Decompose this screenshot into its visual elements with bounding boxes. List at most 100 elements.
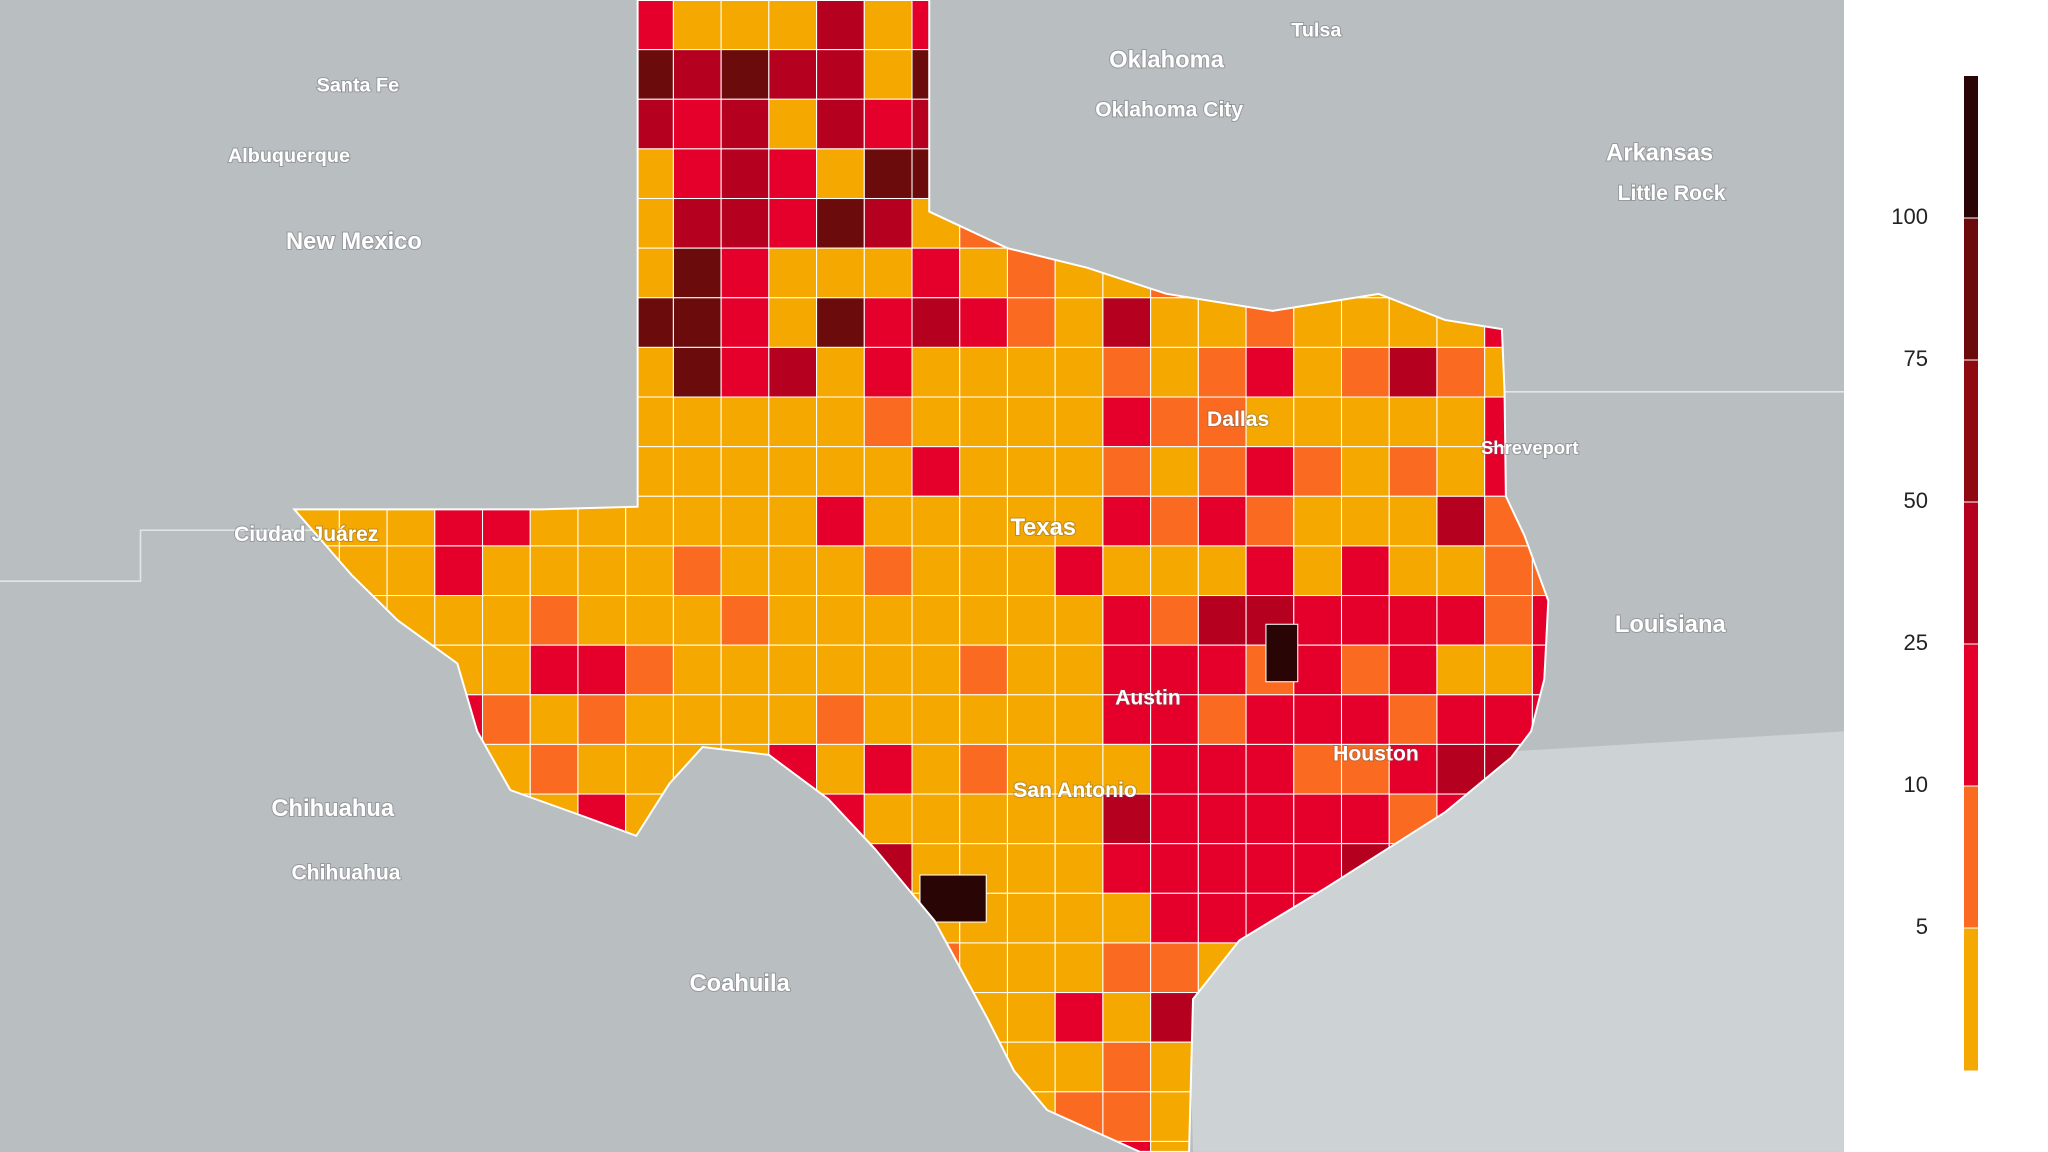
county [1102,843,1152,894]
county [768,148,818,200]
county [1006,892,1056,944]
county [1245,346,1295,398]
county [625,644,674,696]
county [1006,297,1056,348]
county [816,148,865,200]
county [816,396,865,448]
county [672,694,722,745]
county [1054,346,1104,398]
county [768,545,818,597]
place-label: Arkansas [1606,139,1713,166]
county [863,297,913,348]
county [625,545,674,597]
county [481,694,531,745]
county [720,197,770,249]
county [672,495,722,547]
county [720,0,770,51]
county [529,743,579,795]
county [959,396,1008,448]
county [863,743,913,795]
county [816,743,865,795]
county [1150,346,1199,398]
county [1340,545,1390,597]
county [1484,545,1533,597]
county [1293,743,1343,795]
county [768,247,818,299]
county [1054,694,1104,745]
county [529,595,579,646]
place-label: Coahuila [690,970,791,997]
county [911,595,961,646]
county [1006,743,1056,795]
county [768,694,818,745]
legend-swatch [1964,644,1978,787]
county [1102,1041,1152,1093]
legend-tick-label: 5 [1916,914,1928,939]
legend-tick-label: 75 [1904,346,1928,371]
county [672,595,722,646]
county [863,346,913,398]
county [577,694,627,745]
county [1293,545,1343,597]
county [1245,495,1295,547]
county [911,297,961,348]
county [863,644,913,696]
county [959,644,1008,696]
county [1054,743,1104,795]
county [434,545,484,597]
county [1150,644,1199,696]
county [1006,843,1056,894]
county [863,694,913,745]
county [768,98,818,150]
county [959,694,1008,745]
county [911,644,961,696]
county [1340,644,1390,696]
county [1150,446,1199,497]
county [1436,644,1486,696]
county [1054,843,1104,894]
county [911,396,961,448]
county [1006,793,1056,845]
county [1436,396,1486,448]
county [816,545,865,597]
county [481,595,531,646]
county [1245,743,1295,795]
county [1436,346,1486,398]
county [816,247,865,299]
county [720,49,770,100]
county [911,495,961,547]
legend-tick-label: 25 [1904,630,1928,655]
county [863,793,913,845]
place-label: Chihuahua [271,795,394,822]
county [672,446,722,497]
place-label: Dallas [1207,408,1269,431]
county [816,49,865,100]
county [1197,843,1247,894]
county [1293,793,1343,845]
place-label: Oklahoma [1109,47,1225,74]
county [1197,396,1247,448]
county [1265,623,1299,683]
county [1293,396,1343,448]
county [1197,495,1247,547]
county [1340,396,1390,448]
county [768,346,818,398]
county [720,297,770,348]
county [1150,1140,1199,1152]
county [1293,644,1343,696]
county [1484,694,1533,745]
county [1245,396,1295,448]
county [720,346,770,398]
county [577,595,627,646]
county [1388,545,1438,597]
county [672,247,722,299]
county [1293,694,1343,745]
county [1006,545,1056,597]
county [911,743,961,795]
county [1054,942,1104,994]
county [1054,892,1104,944]
place-label: Austin [1115,686,1181,709]
place-label: Shreveport [1481,437,1579,458]
county [625,694,674,745]
